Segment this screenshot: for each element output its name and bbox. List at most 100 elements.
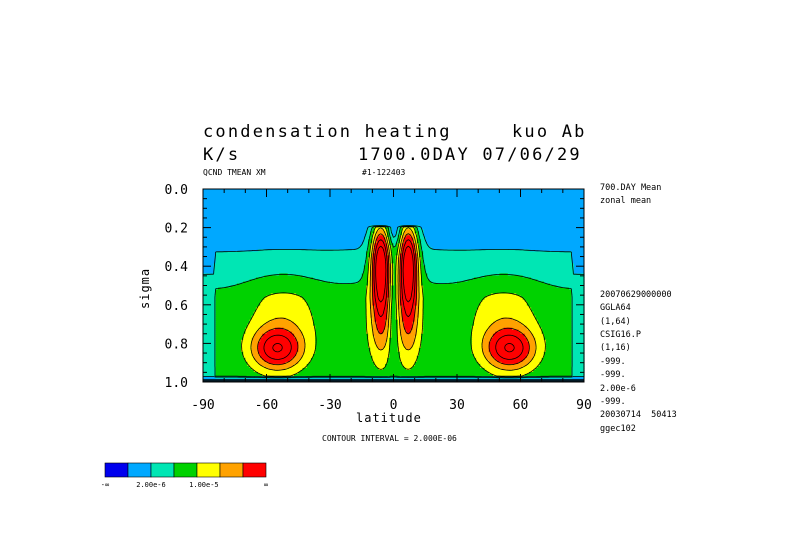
contour-band-cell [389, 315, 392, 319]
contour-band-cell [385, 363, 403, 367]
contour-band-cell [215, 327, 246, 331]
contour-band-cell [310, 359, 373, 363]
contour-band-cell [401, 251, 416, 254]
contour-band-cell [423, 317, 475, 321]
contour-band-cell [215, 345, 242, 349]
contour-band-cell [571, 327, 585, 331]
contour-band-cell [397, 339, 403, 343]
contour-band-cell [313, 317, 367, 321]
contour-band-cell [397, 297, 401, 301]
contour-band-cell [298, 347, 306, 351]
contour-band-cell [365, 295, 371, 299]
contour-band-cell [382, 329, 388, 333]
contour-band-cell [401, 317, 416, 321]
contour-band-cell [374, 237, 378, 240]
contour-band-cell [397, 293, 401, 297]
contour-band-cell [416, 275, 420, 279]
contour-band-cell [251, 353, 261, 357]
contour-band-cell [315, 347, 371, 351]
contour-band-cell [473, 321, 494, 325]
contour-band-cell [410, 347, 420, 351]
contour-band-cell [302, 331, 316, 335]
contour-band-cell [545, 341, 572, 345]
contour-band-cell [372, 327, 378, 331]
contour-band-cell [410, 367, 486, 371]
contour-band-cell [397, 283, 401, 287]
contour-band-cell [365, 285, 371, 289]
contour-band-cell [391, 245, 395, 248]
contour-band-cell [294, 321, 314, 325]
contour-band-cell [247, 361, 259, 365]
contour-band-cell [245, 327, 261, 331]
annotation-line: 2.00e-6 [600, 383, 636, 394]
contour-band-cell [416, 293, 420, 297]
contour-band-cell [387, 307, 390, 311]
contour-band-cell [374, 235, 380, 238]
contour-band-cell [372, 279, 390, 283]
contour-band-cell [370, 285, 373, 289]
contour-band-cell [391, 315, 397, 319]
contour-band-cell [571, 309, 585, 313]
contour-band-cell [397, 237, 401, 240]
contour-band-cell [378, 329, 384, 333]
contour-band-cell [571, 339, 585, 343]
contour-band-cell [213, 267, 365, 271]
contour-band-cell [418, 315, 424, 319]
contour-band-cell [395, 263, 399, 266]
contour-band-cell [370, 233, 373, 236]
contour-band-cell [249, 321, 268, 325]
contour-band-cell [387, 233, 390, 236]
contour-band-cell [213, 265, 365, 269]
variable-label: QCND TMEAN XM [203, 168, 266, 177]
contour-band-cell [368, 261, 371, 264]
contour-band-cell [484, 331, 496, 335]
contour-band-cell [401, 237, 405, 240]
contour-band-cell [471, 343, 483, 347]
contour-band-cell [490, 337, 528, 341]
contour-band-cell [391, 259, 397, 262]
contour-band-cell [370, 315, 376, 319]
contour-band-cell [391, 319, 399, 323]
contour-band-cell [539, 325, 572, 329]
contour-band-cell [541, 359, 572, 363]
contour-band-cell [387, 309, 390, 313]
contour-band-cell [480, 365, 496, 369]
contour-band-cell [378, 331, 384, 335]
contour-band-cell [418, 307, 424, 311]
contour-band-cell [372, 271, 390, 275]
annotation-line: zonal mean [600, 196, 652, 207]
contour-band-cell [245, 357, 255, 361]
contour-band-cell [389, 287, 392, 291]
contour-band-cell [423, 291, 572, 295]
contour-band-cell [215, 357, 246, 361]
contour-band-cell [541, 327, 572, 331]
contour-band-cell [215, 329, 246, 333]
contour-band-cell [412, 237, 416, 240]
x-tick-label: 0 [390, 398, 398, 413]
contour-band-cell [416, 299, 420, 303]
contour-band-cell [365, 229, 373, 232]
contour-band-cell [404, 343, 414, 347]
contour-band-cell [387, 337, 390, 341]
contour-band-cell [370, 261, 373, 264]
contour-band-cell [213, 269, 365, 273]
contour-band-cell [395, 255, 401, 258]
contour-band-cell [421, 271, 426, 275]
contour-band-cell [385, 343, 390, 347]
contour-band-cell [488, 345, 530, 349]
contour-band-cell [215, 251, 367, 254]
contour-band-cell [518, 329, 530, 333]
contour-band-cell [376, 237, 386, 240]
contour-band-cell [416, 241, 422, 244]
contour-band-cell [389, 313, 392, 317]
contour-band-cell [490, 293, 517, 297]
contour-band-cell [401, 319, 416, 323]
contour-band-cell [217, 287, 367, 291]
contour-band-cell [423, 315, 475, 319]
contour-band-cell [416, 319, 424, 323]
contour-band-cell [215, 257, 367, 260]
contour-band-cell [488, 343, 530, 347]
contour-band-cell [368, 343, 378, 347]
contour-band-cell [315, 339, 369, 343]
contour-band-cell [241, 347, 253, 351]
